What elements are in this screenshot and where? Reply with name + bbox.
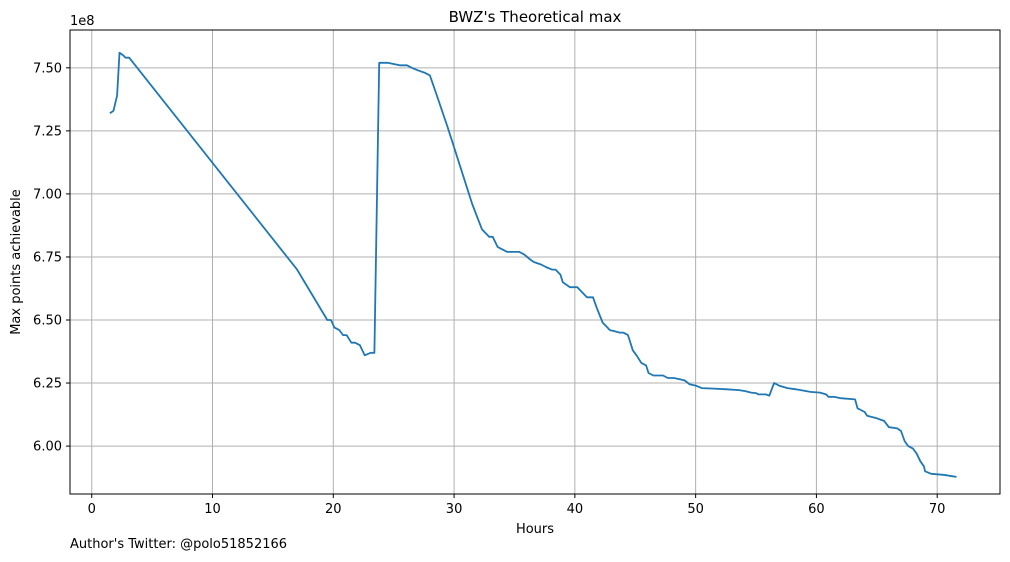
- chart-title: BWZ's Theoretical max: [449, 8, 622, 26]
- y-tick-label: 7.50: [33, 61, 62, 76]
- x-tick-label: 10: [204, 502, 221, 517]
- x-axis-title: Hours: [516, 522, 554, 537]
- grid-layer: [70, 30, 1000, 494]
- x-tick-label: 50: [687, 502, 704, 517]
- tick-layer: 0 10 20 30 40 50 60 70 6.00 6.25 6.50 6.75 7.00 7.25 7…: [33, 61, 945, 517]
- y-axis-title: Max points achievable: [9, 189, 24, 335]
- x-tick-label: 60: [808, 502, 825, 517]
- x-tick-label: 0: [88, 502, 96, 517]
- y-tick-label: 7.25: [33, 124, 62, 139]
- author-footnote: Author's Twitter: @polo51852166: [70, 537, 288, 552]
- y-tick-label: 6.25: [33, 377, 62, 392]
- plot-frame: [69, 29, 1001, 495]
- y-tick-label: 6.50: [33, 314, 62, 329]
- x-tick-label: 20: [325, 502, 342, 517]
- x-tick-label: 70: [929, 502, 946, 517]
- x-tick-label: 40: [567, 502, 584, 517]
- series-line: [109, 51, 957, 478]
- x-tick-label: 30: [446, 502, 463, 517]
- y-tick-label: 6.75: [33, 250, 62, 265]
- y-tick-label: 7.00: [33, 187, 62, 202]
- y-tick-label: 6.00: [33, 440, 62, 455]
- y-axis-offset-label: 1e8: [70, 14, 95, 29]
